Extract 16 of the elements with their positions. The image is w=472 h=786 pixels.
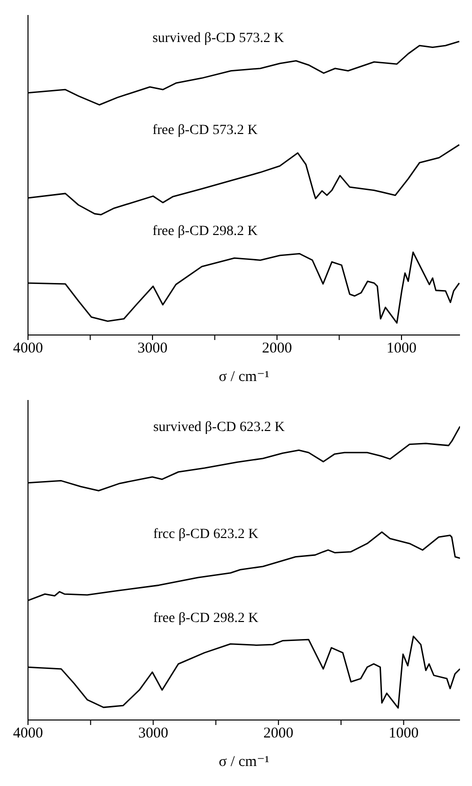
x-tick-label: 2000 bbox=[262, 340, 292, 357]
x-tick-label: 1000 bbox=[388, 726, 419, 742]
series-label: survived β-CD 623.2 K bbox=[153, 420, 285, 436]
x-tick-label: 4000 bbox=[13, 726, 43, 742]
x-axis-title: σ / cm⁻¹ bbox=[218, 754, 270, 770]
series-label: free β-CD 298.2 K bbox=[153, 610, 258, 627]
series-label: survived β-CD 573.2 K bbox=[152, 30, 284, 47]
x-tick-label: 4000 bbox=[13, 340, 43, 357]
x-axis-title: σ / cm⁻¹ bbox=[218, 369, 270, 385]
series-label: free β-CD 298.2 K bbox=[152, 224, 258, 240]
series-label: frcc β-CD 623.2 K bbox=[153, 526, 258, 543]
x-tick-label: 3000 bbox=[137, 340, 168, 357]
x-tick-label: 1000 bbox=[386, 340, 416, 357]
x-tick-label: 3000 bbox=[138, 726, 168, 742]
text: free β-CD 573.2 K bbox=[152, 122, 258, 139]
x-tick-label: 2000 bbox=[263, 726, 294, 742]
